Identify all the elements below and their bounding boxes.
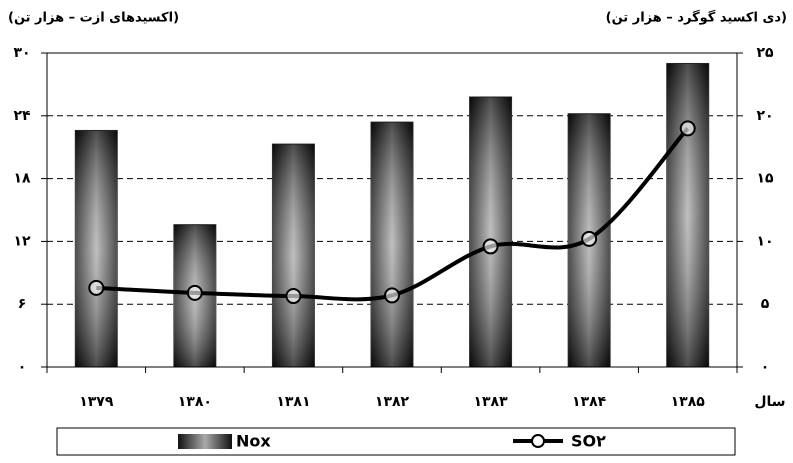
x-tick-label: ۱۳۸۱: [276, 394, 310, 410]
x-tick-label: ۱۳۸۴: [572, 394, 607, 410]
line-marker: [679, 120, 696, 137]
y-tick-label: ۳۰: [13, 45, 30, 61]
legend-label: SO۲: [571, 432, 606, 451]
y-tick-label: ۱۲: [13, 233, 31, 249]
legend-box: [56, 427, 736, 456]
y2-tick-label: ۲۰: [756, 108, 773, 124]
y-tick-label: ۰: [18, 359, 27, 375]
legend-swatch: [178, 434, 232, 449]
plot-frame: [46, 52, 738, 368]
y2-tick-label: ۲۵: [756, 45, 774, 61]
x-tick-label: ۱۳۸۵: [671, 394, 706, 410]
x-tick-label: ۱۳۸۰: [178, 394, 212, 410]
y-tick-label: ۶: [18, 296, 27, 312]
y-tick-label: ۱۸: [13, 171, 31, 187]
line-marker: [88, 279, 105, 296]
line-marker: [384, 287, 400, 304]
bar-shade: [75, 130, 118, 367]
x-axis-title: سال: [754, 394, 785, 410]
y2-axis-title: (دی اکسید گوگرد – هزار تن): [606, 10, 787, 26]
legend-label: Nox: [236, 432, 271, 451]
y2-tick-label: ۰: [761, 359, 770, 375]
y-axis-title: (اکسیدهای ازت – هزار تن): [8, 11, 179, 26]
y-tick-label: ۲۴: [13, 108, 31, 124]
x-tick-label: ۱۳۸۳: [473, 394, 508, 410]
bar-shade: [371, 122, 413, 367]
legend-marker: [531, 434, 545, 448]
line-marker: [581, 230, 598, 247]
y2-tick-label: ۱۰: [756, 233, 773, 249]
line-marker: [482, 238, 499, 255]
line-marker: [186, 284, 203, 301]
bar-shade: [469, 96, 512, 368]
bar-shade: [666, 63, 709, 367]
y2-tick-label: ۵: [761, 296, 770, 312]
x-tick-label: ۱۳۷۹: [79, 394, 114, 410]
x-tick-label: ۱۳۸۲: [375, 394, 410, 410]
line-marker: [285, 288, 302, 305]
bar-shade: [272, 144, 315, 367]
y2-tick-label: ۱۵: [756, 171, 774, 187]
